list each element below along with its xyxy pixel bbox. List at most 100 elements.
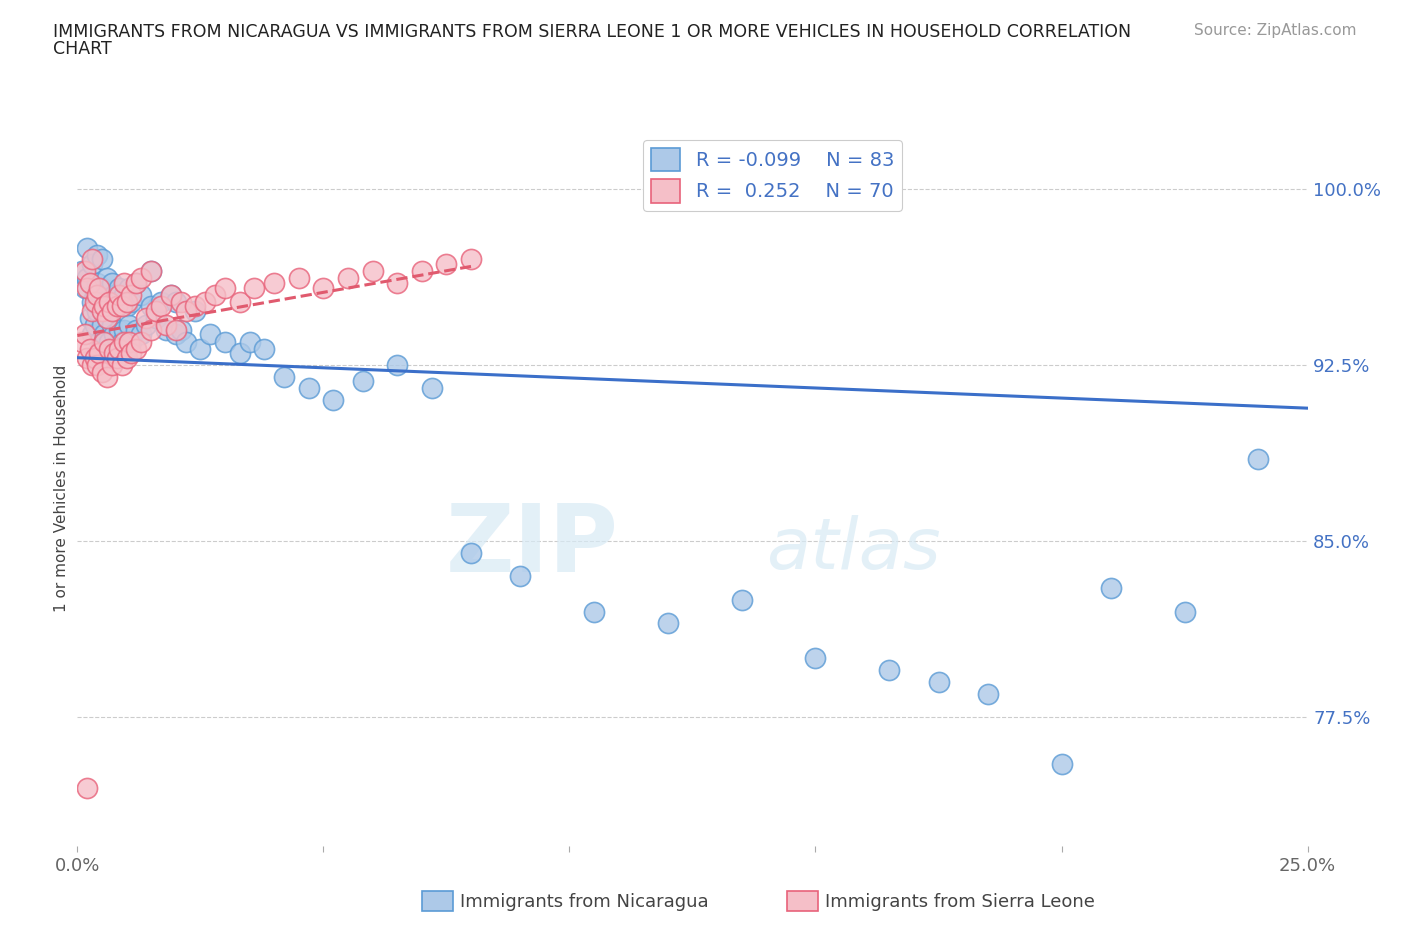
Point [90,280,114,295]
Point [125,323,148,338]
Point [82,257,104,272]
Point [73,280,96,295]
Point [89,334,111,349]
Point [657,616,679,631]
Point [804,651,827,666]
Point [70,334,93,349]
Point [174,303,197,318]
Point [96,369,118,384]
Point [141,263,163,278]
Point [165,327,187,342]
Point [112,323,135,338]
Point [583,604,606,619]
Point [79,275,101,290]
Point [82,357,104,372]
Point [125,275,148,290]
Point [93,327,115,342]
Point [93,299,115,313]
Point [89,280,111,295]
Point [150,299,173,313]
Point [83,318,105,333]
Point [1099,580,1122,595]
Point [141,323,163,338]
Point [509,569,531,584]
Point [70,263,93,278]
Point [337,271,360,286]
Point [73,263,96,278]
Point [135,311,157,325]
Point [298,381,321,396]
Point [160,287,183,302]
Point [79,311,101,325]
Point [214,334,236,349]
Point [103,327,125,342]
Text: Immigrants from Nicaragua: Immigrants from Nicaragua [460,893,709,911]
Point [200,327,222,342]
Point [190,341,212,356]
Point [108,341,131,356]
Point [155,318,177,333]
Text: CHART: CHART [53,40,112,58]
Point [239,334,262,349]
Point [141,299,163,313]
Point [108,287,131,302]
Point [194,294,217,309]
Point [76,240,98,255]
Point [105,351,128,365]
Point [101,275,124,290]
Point [86,287,108,302]
Point [125,275,148,290]
Point [131,327,153,342]
Point [118,334,141,349]
Point [111,357,134,372]
Point [82,294,104,309]
Point [165,323,187,338]
Point [115,299,138,313]
Point [229,294,252,309]
Point [121,294,143,309]
Text: IMMIGRANTS FROM NICARAGUA VS IMMIGRANTS FROM SIERRA LEONE 1 OR MORE VEHICLES IN : IMMIGRANTS FROM NICARAGUA VS IMMIGRANTS … [53,23,1132,41]
Point [184,303,207,318]
Point [411,263,433,278]
Point [103,346,125,361]
Point [98,294,121,309]
Point [1247,451,1270,466]
Point [115,351,138,365]
Point [86,247,108,262]
Point [125,341,148,356]
Point [103,287,125,302]
Point [387,275,409,290]
Point [879,663,901,678]
Point [184,299,207,313]
Point [86,357,108,372]
Point [165,294,187,309]
Point [90,318,114,333]
Point [98,299,121,313]
Text: atlas: atlas [766,514,941,584]
Point [387,357,409,372]
Point [131,334,153,349]
Point [170,323,193,338]
Point [112,275,135,290]
Point [229,346,252,361]
Point [121,334,143,349]
Point [76,271,98,286]
Point [82,252,104,267]
Point [145,311,167,325]
Point [436,257,458,272]
Legend: R = -0.099    N = 83, R =  0.252    N = 70: R = -0.099 N = 83, R = 0.252 N = 70 [643,140,901,211]
Point [79,341,101,356]
Point [731,592,754,607]
Point [141,263,163,278]
Point [86,275,108,290]
Point [145,303,167,318]
Point [73,327,96,342]
Point [121,287,143,302]
Point [101,318,124,333]
Point [118,280,141,295]
Point [83,287,105,302]
Point [150,294,173,309]
Point [96,311,118,325]
Point [101,357,124,372]
Point [76,280,98,295]
